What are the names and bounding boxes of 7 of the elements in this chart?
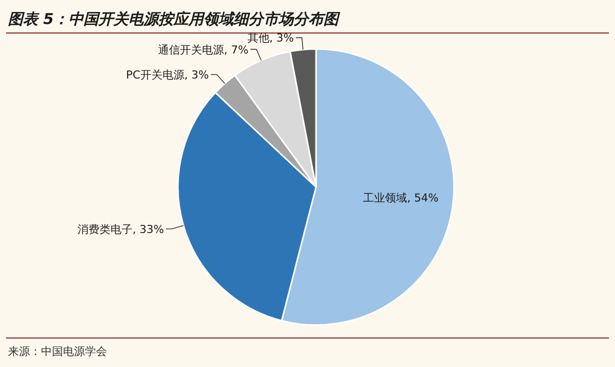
slice-label: 其他, 3% bbox=[247, 32, 294, 45]
source-note: 来源：中国电源学会 bbox=[8, 345, 107, 358]
title: 图表 5：中国开关电源按应用领域细分市场分布图 bbox=[8, 10, 339, 28]
slice-label: 工业领域, 54% bbox=[363, 192, 439, 205]
slice-label: PC开关电源, 3% bbox=[126, 68, 209, 82]
slice-label: 通信开关电源, 7% bbox=[158, 43, 248, 56]
slice-label: 消费类电子, 33% bbox=[78, 222, 164, 236]
